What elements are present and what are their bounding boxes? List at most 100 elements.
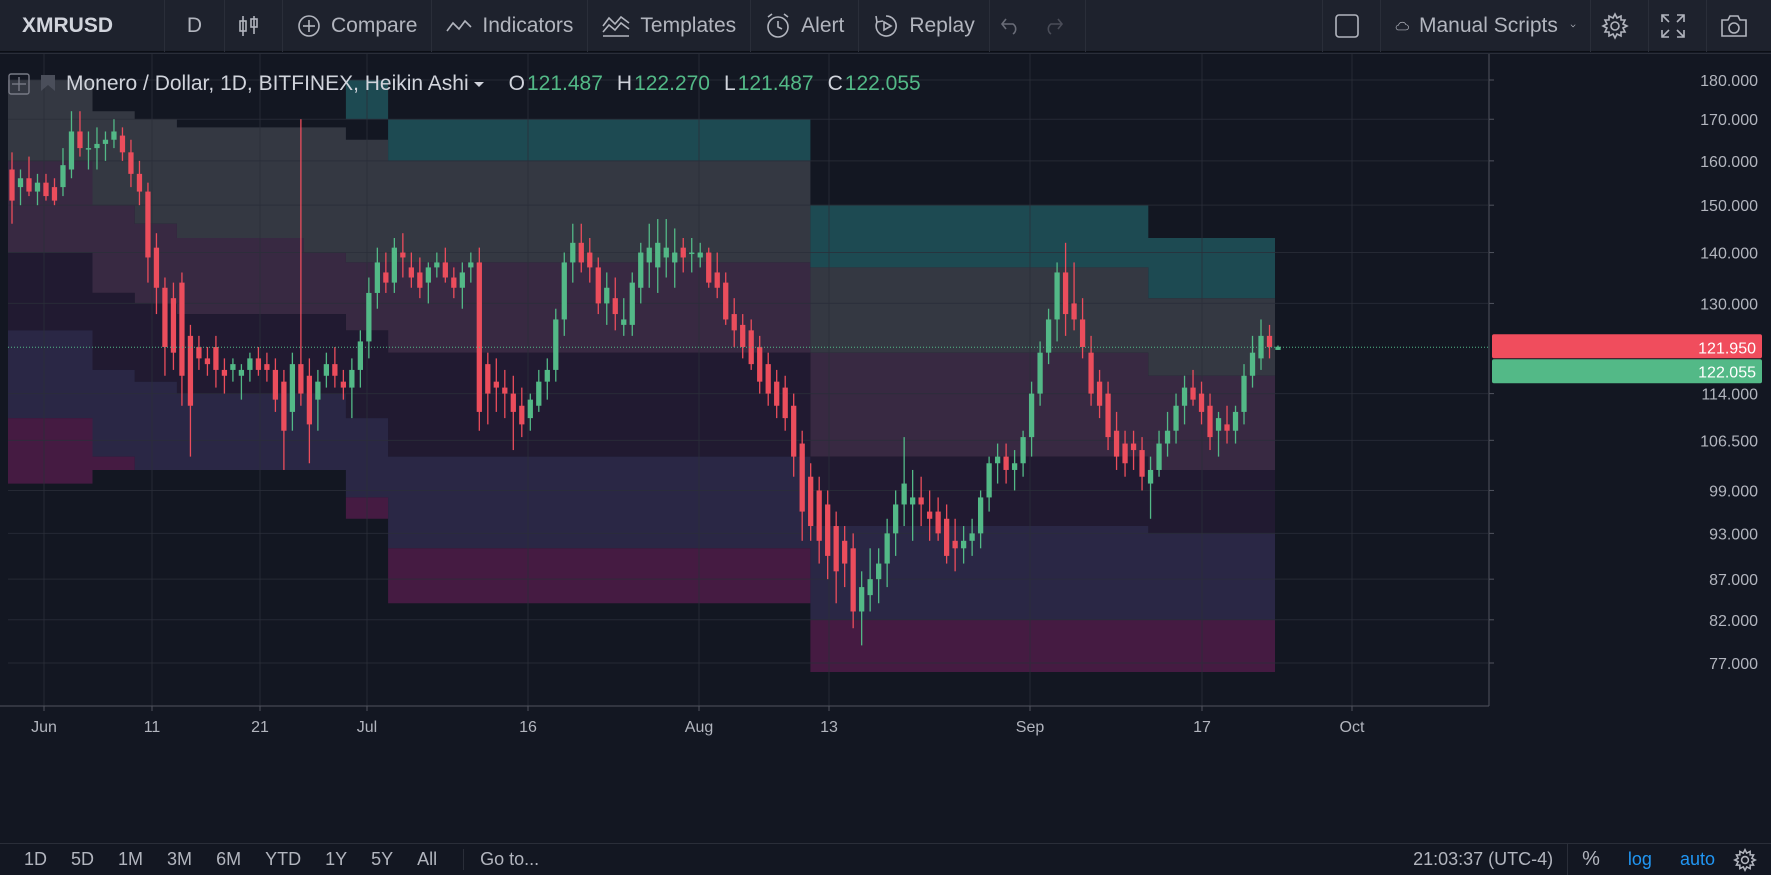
candle — [26, 156, 32, 197]
candle — [714, 252, 720, 299]
candle — [1011, 450, 1018, 491]
candle-body — [442, 262, 448, 278]
candle — [493, 358, 499, 412]
range-ytd-button[interactable]: YTD — [265, 849, 302, 869]
time-tick-label: 13 — [820, 719, 838, 736]
candle-body — [85, 148, 92, 150]
candle — [366, 277, 372, 359]
candle — [884, 518, 890, 588]
candle — [723, 272, 729, 325]
candle — [850, 533, 856, 629]
candle — [901, 437, 907, 527]
candle-body — [714, 272, 720, 288]
candle-body — [1173, 405, 1179, 431]
candle — [935, 497, 941, 541]
range-3m-button[interactable]: 3M — [167, 849, 193, 869]
candle-body — [323, 364, 330, 376]
range-6m-button[interactable]: 6M — [216, 849, 242, 869]
range-5d-button[interactable]: 5D — [71, 849, 95, 869]
indicators-button[interactable]: Indicators — [432, 0, 589, 52]
candle-body — [740, 324, 746, 348]
candle — [604, 272, 610, 325]
chart-canvas[interactable]: 180.000 170.000 160.000 150.000 140.000 130.0… — [0, 53, 1771, 843]
range-1y-button[interactable]: 1Y — [325, 849, 348, 869]
candle — [1054, 262, 1060, 342]
legend-dropdown-icon[interactable] — [473, 79, 485, 89]
candle-body — [255, 358, 262, 370]
candle — [1249, 335, 1256, 388]
candle-body — [476, 262, 482, 412]
legend-toggle-icon[interactable] — [8, 73, 30, 95]
candle-body — [943, 518, 950, 556]
screenshot-button[interactable] — [1707, 0, 1771, 52]
bar-style-button[interactable] — [225, 0, 283, 52]
fullscreen-button[interactable] — [1649, 0, 1707, 52]
candle-body — [425, 267, 431, 283]
settings-button[interactable] — [1591, 0, 1649, 52]
candle — [1232, 405, 1239, 444]
layout-button[interactable] — [1323, 0, 1381, 52]
interval-button[interactable]: D — [165, 0, 225, 52]
candle — [1215, 411, 1222, 457]
candle-body — [493, 381, 499, 388]
candle-body — [43, 182, 49, 197]
candle-body — [1105, 393, 1111, 438]
axis-settings-icon[interactable] — [1733, 847, 1757, 872]
last-price-label: 121.950 — [1698, 340, 1756, 357]
symbol-search-button[interactable]: XMRUSD — [0, 0, 165, 52]
candle — [1037, 341, 1043, 406]
range-all-button[interactable]: All — [417, 849, 438, 869]
candle-body — [816, 490, 822, 541]
range-5y-button[interactable]: 5Y — [371, 849, 394, 869]
candle-body — [1224, 424, 1230, 431]
candle-body — [9, 169, 15, 201]
candle — [842, 526, 848, 588]
candle — [1105, 381, 1111, 451]
range-1m-button[interactable]: 1M — [118, 849, 144, 869]
candle — [136, 160, 143, 206]
manual-scripts-button[interactable]: Manual Scripts — [1381, 0, 1591, 52]
interval-label: D — [186, 13, 203, 37]
chart-area[interactable]: 180.000 170.000 160.000 150.000 140.000 130.0… — [0, 53, 1771, 875]
camera-icon — [1721, 14, 1747, 37]
undo-icon[interactable] — [1000, 17, 1022, 35]
candle — [1241, 364, 1247, 425]
templates-button[interactable]: Templates — [588, 0, 752, 52]
candle-body — [170, 298, 177, 353]
candle-body — [774, 381, 780, 406]
band-lower-magenta — [8, 418, 1275, 672]
redo-icon[interactable] — [1042, 17, 1064, 35]
candle-body — [247, 358, 253, 370]
goto-date-button[interactable]: Go to... — [463, 849, 539, 870]
candle — [1173, 393, 1179, 444]
candle-body — [663, 247, 669, 258]
candle — [349, 358, 355, 419]
price-tick-label: 106.500 — [1700, 433, 1758, 450]
log-scale-button[interactable]: log — [1627, 849, 1652, 869]
auto-scale-button[interactable]: auto — [1679, 849, 1715, 869]
replay-label: Replay — [909, 13, 975, 37]
candle-body — [918, 497, 924, 505]
replay-button[interactable]: Replay — [859, 0, 990, 52]
range-1d-button[interactable]: 1D — [24, 849, 48, 869]
price-tick-label: 130.000 — [1700, 296, 1758, 313]
clock-timezone[interactable]: 21:03:37 (UTC-4) — [1413, 849, 1554, 869]
candle-body — [697, 252, 703, 258]
open-label: O — [508, 72, 525, 95]
candle — [1122, 430, 1128, 477]
candle-body — [153, 247, 160, 288]
legend-title[interactable]: Monero / Dollar, 1D, BITFINEX, Heikin As… — [66, 72, 469, 95]
percent-scale-button[interactable]: % — [1582, 848, 1600, 870]
alert-button[interactable]: Alert — [751, 0, 860, 52]
candle-body — [289, 364, 296, 412]
candle — [960, 526, 967, 564]
flag-icon[interactable] — [38, 73, 58, 95]
candle-body — [1045, 319, 1052, 353]
candle — [34, 173, 41, 206]
candle-body — [238, 369, 245, 376]
candle-body — [1275, 346, 1281, 350]
candles — [9, 111, 1281, 646]
toolbar-spacer — [1086, 0, 1323, 52]
candle-body — [1028, 393, 1035, 438]
compare-button[interactable]: Compare — [283, 0, 433, 52]
